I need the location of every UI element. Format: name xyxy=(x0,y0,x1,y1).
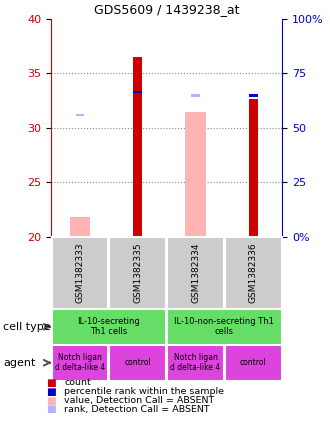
Text: GSM1382334: GSM1382334 xyxy=(191,242,200,303)
Text: ■: ■ xyxy=(46,378,56,388)
Bar xyxy=(76,113,84,116)
Text: IL-10-non-secreting Th1
cells: IL-10-non-secreting Th1 cells xyxy=(175,317,274,336)
Bar xyxy=(225,237,281,309)
Text: Notch ligan
d delta-like 4: Notch ligan d delta-like 4 xyxy=(55,353,105,372)
Text: Notch ligan
d delta-like 4: Notch ligan d delta-like 4 xyxy=(170,353,221,372)
Bar xyxy=(133,91,142,93)
Bar xyxy=(185,112,206,237)
Title: GDS5609 / 1439238_at: GDS5609 / 1439238_at xyxy=(94,3,239,16)
Text: ■: ■ xyxy=(46,396,56,406)
Text: GSM1382335: GSM1382335 xyxy=(133,242,142,303)
Text: value, Detection Call = ABSENT: value, Detection Call = ABSENT xyxy=(64,396,214,405)
Bar xyxy=(70,217,90,237)
Bar xyxy=(249,94,258,96)
Bar xyxy=(191,94,200,96)
Bar xyxy=(110,237,166,309)
Bar xyxy=(52,237,108,309)
Text: ■: ■ xyxy=(46,404,56,415)
Text: percentile rank within the sample: percentile rank within the sample xyxy=(64,387,224,396)
Text: rank, Detection Call = ABSENT: rank, Detection Call = ABSENT xyxy=(64,405,210,414)
Text: ■: ■ xyxy=(46,387,56,397)
Bar xyxy=(52,345,108,381)
Text: count: count xyxy=(64,378,91,387)
Text: GSM1382336: GSM1382336 xyxy=(249,242,258,303)
Text: IL-10-secreting
Th1 cells: IL-10-secreting Th1 cells xyxy=(78,317,140,336)
Bar xyxy=(167,237,224,309)
Text: control: control xyxy=(240,358,267,367)
Bar xyxy=(110,345,166,381)
Bar xyxy=(52,309,166,345)
Bar xyxy=(225,345,281,381)
Bar xyxy=(167,345,224,381)
Text: GSM1382333: GSM1382333 xyxy=(76,242,84,303)
Bar xyxy=(167,309,281,345)
Text: control: control xyxy=(124,358,151,367)
Text: cell type: cell type xyxy=(3,322,51,332)
Bar xyxy=(249,99,258,237)
Text: agent: agent xyxy=(3,358,36,368)
Bar xyxy=(133,57,142,237)
